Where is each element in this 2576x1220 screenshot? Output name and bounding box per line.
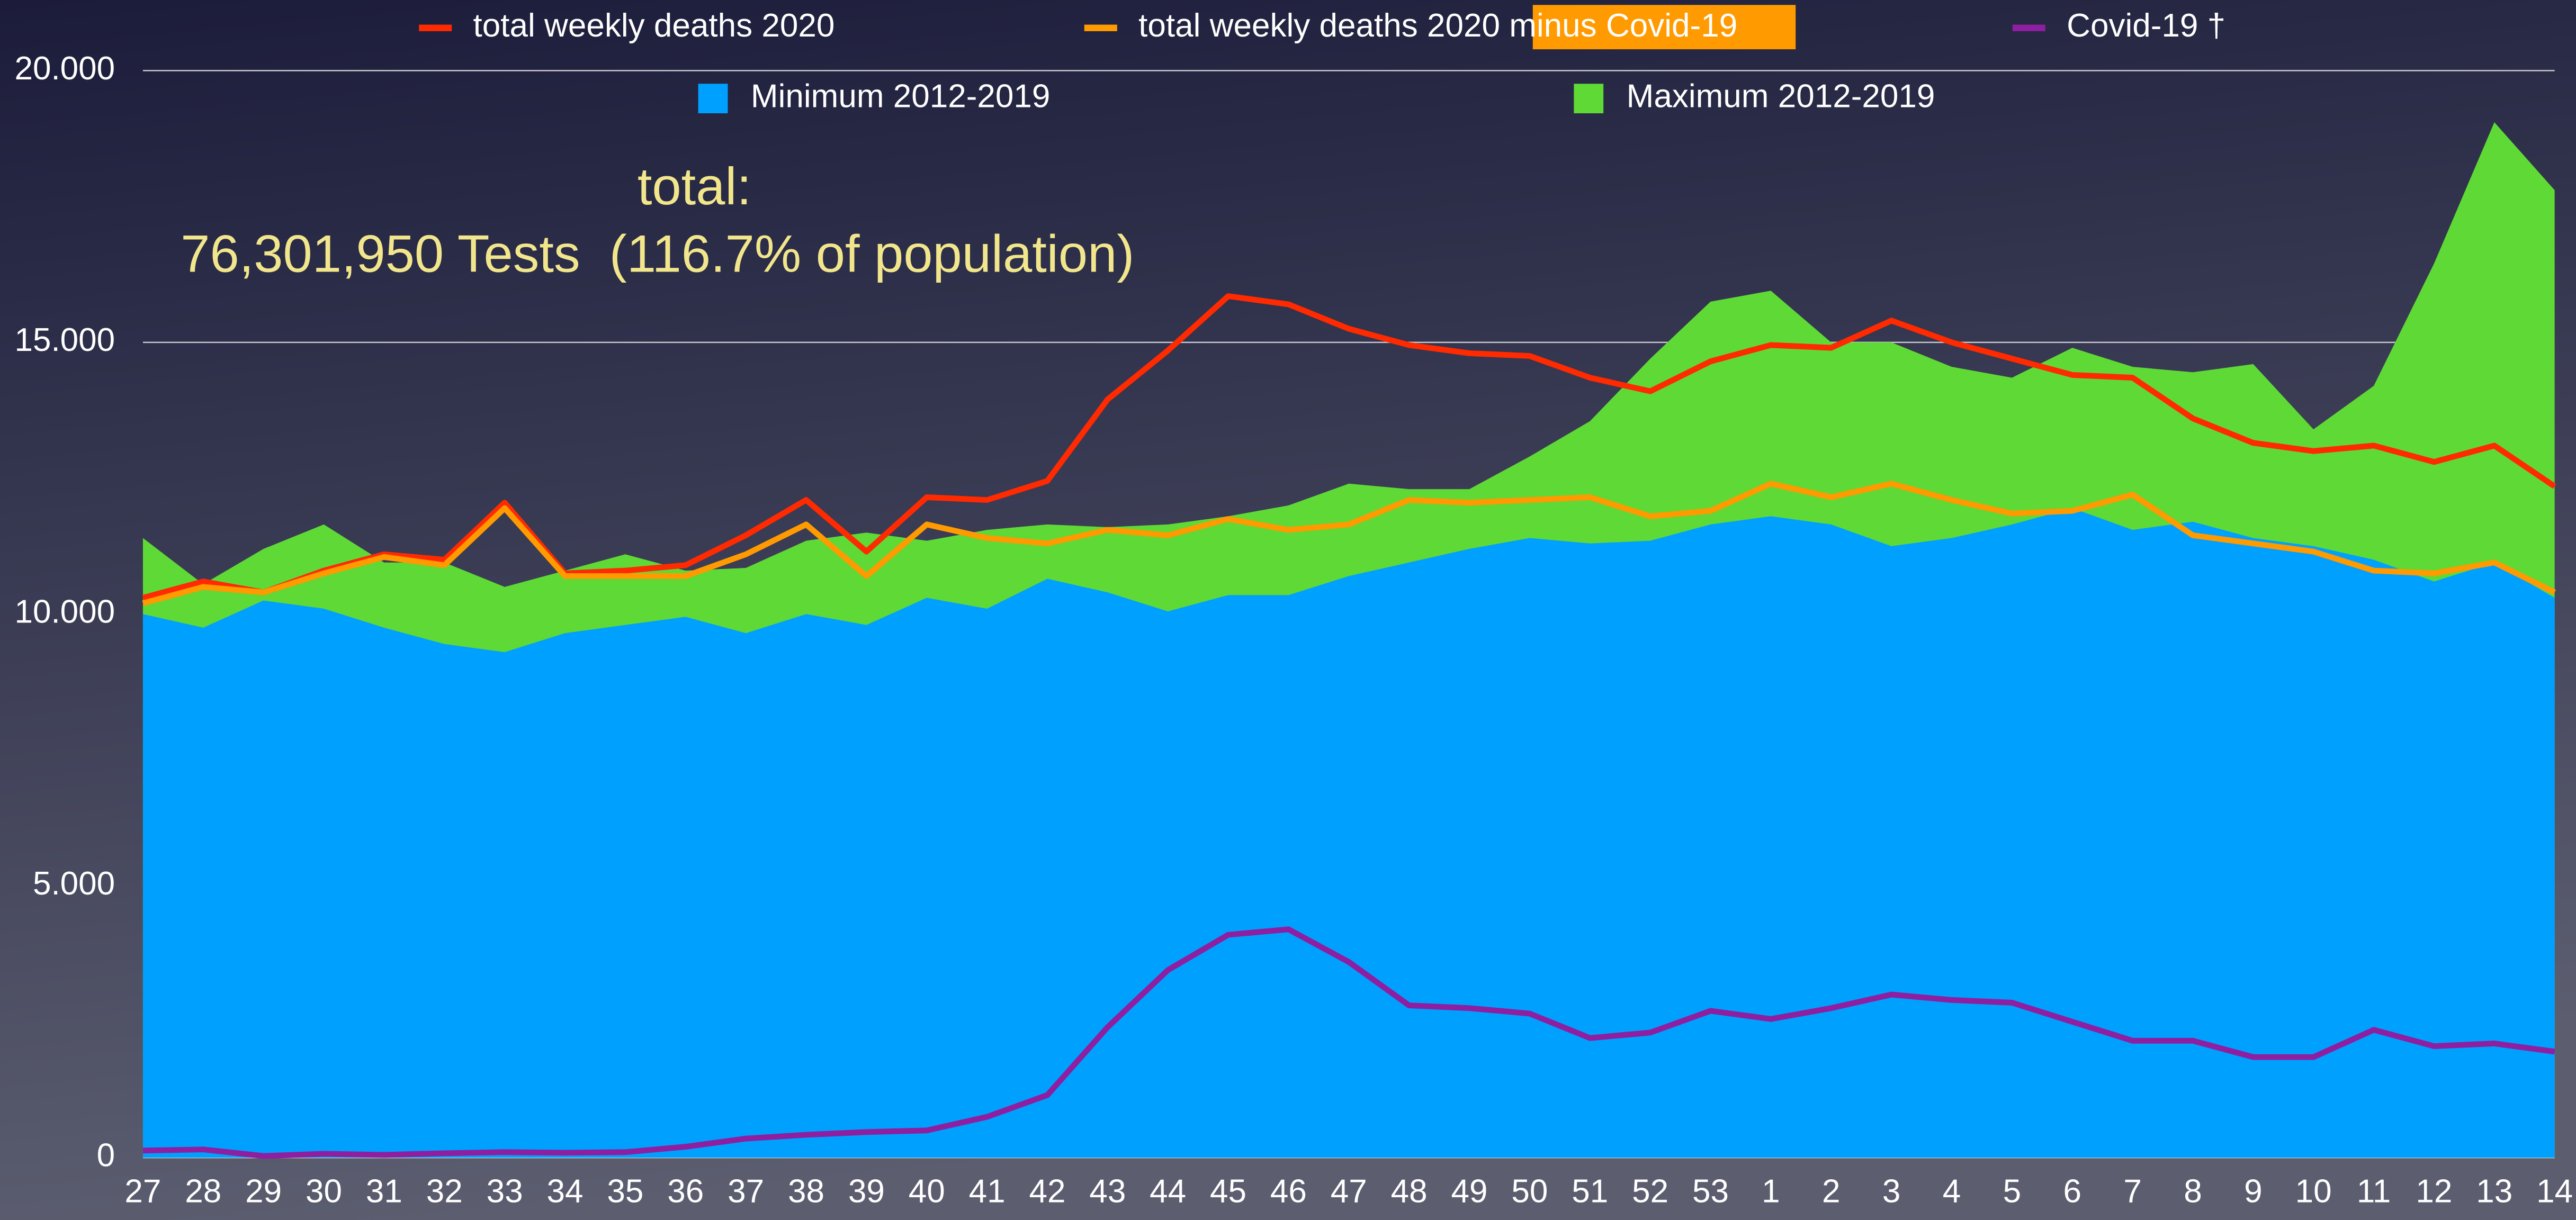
x-tick-label: 10 — [2295, 1173, 2332, 1210]
y-tick-label: 15.000 — [14, 322, 115, 358]
x-tick-label: 47 — [1331, 1173, 1367, 1210]
legend-highlight — [1532, 5, 1796, 50]
annotation: 76,301,950 Tests (116.7% of population) — [181, 224, 1134, 283]
x-tick-label: 6 — [2063, 1173, 2081, 1210]
x-tick-label: 38 — [788, 1173, 824, 1210]
x-tick-label: 37 — [728, 1173, 764, 1210]
x-tick-label: 49 — [1451, 1173, 1488, 1210]
x-tick-label: 34 — [547, 1173, 584, 1210]
x-tick-label: 42 — [1029, 1173, 1065, 1210]
x-tick-label: 2 — [1822, 1173, 1841, 1210]
x-tick-label: 5 — [2003, 1173, 2022, 1210]
x-tick-label: 53 — [1692, 1173, 1729, 1210]
legend-swatch — [2012, 24, 2045, 31]
legend-swatch — [698, 84, 728, 114]
y-tick-label: 5.000 — [33, 865, 115, 902]
x-tick-label: 50 — [1511, 1173, 1548, 1210]
x-tick-label: 32 — [426, 1173, 463, 1210]
x-tick-label: 45 — [1210, 1173, 1246, 1210]
legend-swatch — [1574, 84, 1604, 114]
x-tick-label: 1 — [1762, 1173, 1780, 1210]
x-tick-label: 35 — [607, 1173, 643, 1210]
x-tick-label: 39 — [848, 1173, 885, 1210]
legend-label: Covid-19 † — [2067, 7, 2225, 44]
legend-swatch — [419, 24, 452, 31]
x-tick-label: 12 — [2416, 1173, 2452, 1210]
x-tick-label: 40 — [909, 1173, 945, 1210]
x-tick-label: 52 — [1632, 1173, 1668, 1210]
x-tick-label: 31 — [366, 1173, 402, 1210]
x-tick-label: 4 — [1943, 1173, 1961, 1210]
legend-label: Minimum 2012-2019 — [751, 78, 1051, 115]
x-tick-label: 36 — [667, 1173, 704, 1210]
y-tick-label: 10.000 — [14, 594, 115, 630]
legend-label: Maximum 2012-2019 — [1627, 78, 1935, 115]
x-tick-label: 33 — [487, 1173, 523, 1210]
x-tick-label: 11 — [2357, 1173, 2391, 1210]
x-tick-label: 41 — [969, 1173, 1006, 1210]
x-tick-label: 13 — [2476, 1173, 2512, 1210]
annotation: total: — [638, 157, 751, 216]
x-tick-label: 44 — [1150, 1173, 1186, 1210]
plot — [142, 70, 2555, 1159]
x-tick-label: 3 — [1882, 1173, 1901, 1210]
x-tick-label: 46 — [1270, 1173, 1307, 1210]
y-tick-label: 0 — [97, 1137, 115, 1174]
x-tick-label: 30 — [306, 1173, 342, 1210]
y-tick-label: 20.000 — [14, 50, 115, 87]
x-tick-label: 51 — [1572, 1173, 1608, 1210]
x-tick-label: 9 — [2244, 1173, 2263, 1210]
legend-label: total weekly deaths 2020 — [473, 7, 835, 44]
x-tick-label: 8 — [2184, 1173, 2202, 1210]
x-tick-label: 28 — [185, 1173, 221, 1210]
line — [142, 926, 2555, 1159]
line — [142, 481, 2556, 606]
x-tick-label: 27 — [124, 1173, 161, 1210]
area — [142, 508, 2555, 1158]
legend-swatch — [1084, 24, 1117, 31]
legend-label: total weekly deaths 2020 minus Covid-19 — [1138, 7, 1737, 44]
x-tick-label: 14 — [2536, 1173, 2573, 1210]
x-tick-label: 43 — [1089, 1173, 1126, 1210]
x-tick-label: 7 — [2123, 1173, 2142, 1210]
x-tick-label: 48 — [1391, 1173, 1428, 1210]
x-tick-label: 29 — [245, 1173, 282, 1210]
